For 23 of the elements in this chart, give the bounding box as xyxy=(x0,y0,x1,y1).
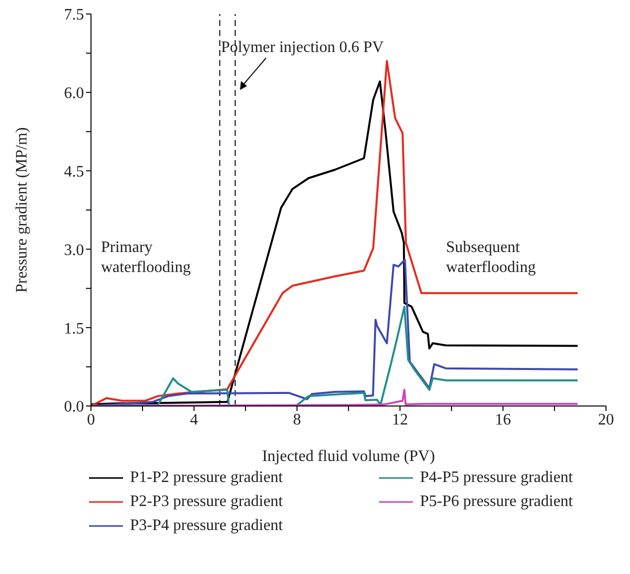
y-tick-label: 3.0 xyxy=(64,242,84,259)
x-tick-label: 0 xyxy=(87,411,95,428)
annotation: Subsequent waterflooding xyxy=(446,239,536,276)
legend-label: P3-P4 pressure gradient xyxy=(130,517,283,535)
y-tick-label: 4.5 xyxy=(64,163,84,180)
x-tick-label: 8 xyxy=(293,411,301,428)
y-tick-label: 0.0 xyxy=(64,398,84,416)
y-tick-label: 6.0 xyxy=(64,85,84,102)
line-series xyxy=(91,388,579,406)
x-tick-label: 4 xyxy=(190,411,198,428)
x-tick-label: 16 xyxy=(495,411,511,428)
legend-label: P4-P5 pressure gradient xyxy=(420,469,573,487)
y-tick-label: 1.5 xyxy=(64,320,84,338)
y-tick-label: 7.5 xyxy=(64,6,84,24)
x-tick-label: 12 xyxy=(392,411,408,428)
legend-label: P1-P2 pressure gradient xyxy=(130,469,283,487)
annotation: Polymer injection 0.6 PV xyxy=(221,39,384,56)
legend-label: P2-P3 pressure gradient xyxy=(130,493,283,511)
y-axis-title: Pressure gradient (MP/m) xyxy=(14,127,31,293)
x-axis-title: Injected fluid volume (PV) xyxy=(262,448,435,465)
annotation: Primary waterflooding xyxy=(101,239,191,276)
x-tick-label: 20 xyxy=(598,411,614,428)
legend-label: P5-P6 pressure gradient xyxy=(420,493,573,511)
